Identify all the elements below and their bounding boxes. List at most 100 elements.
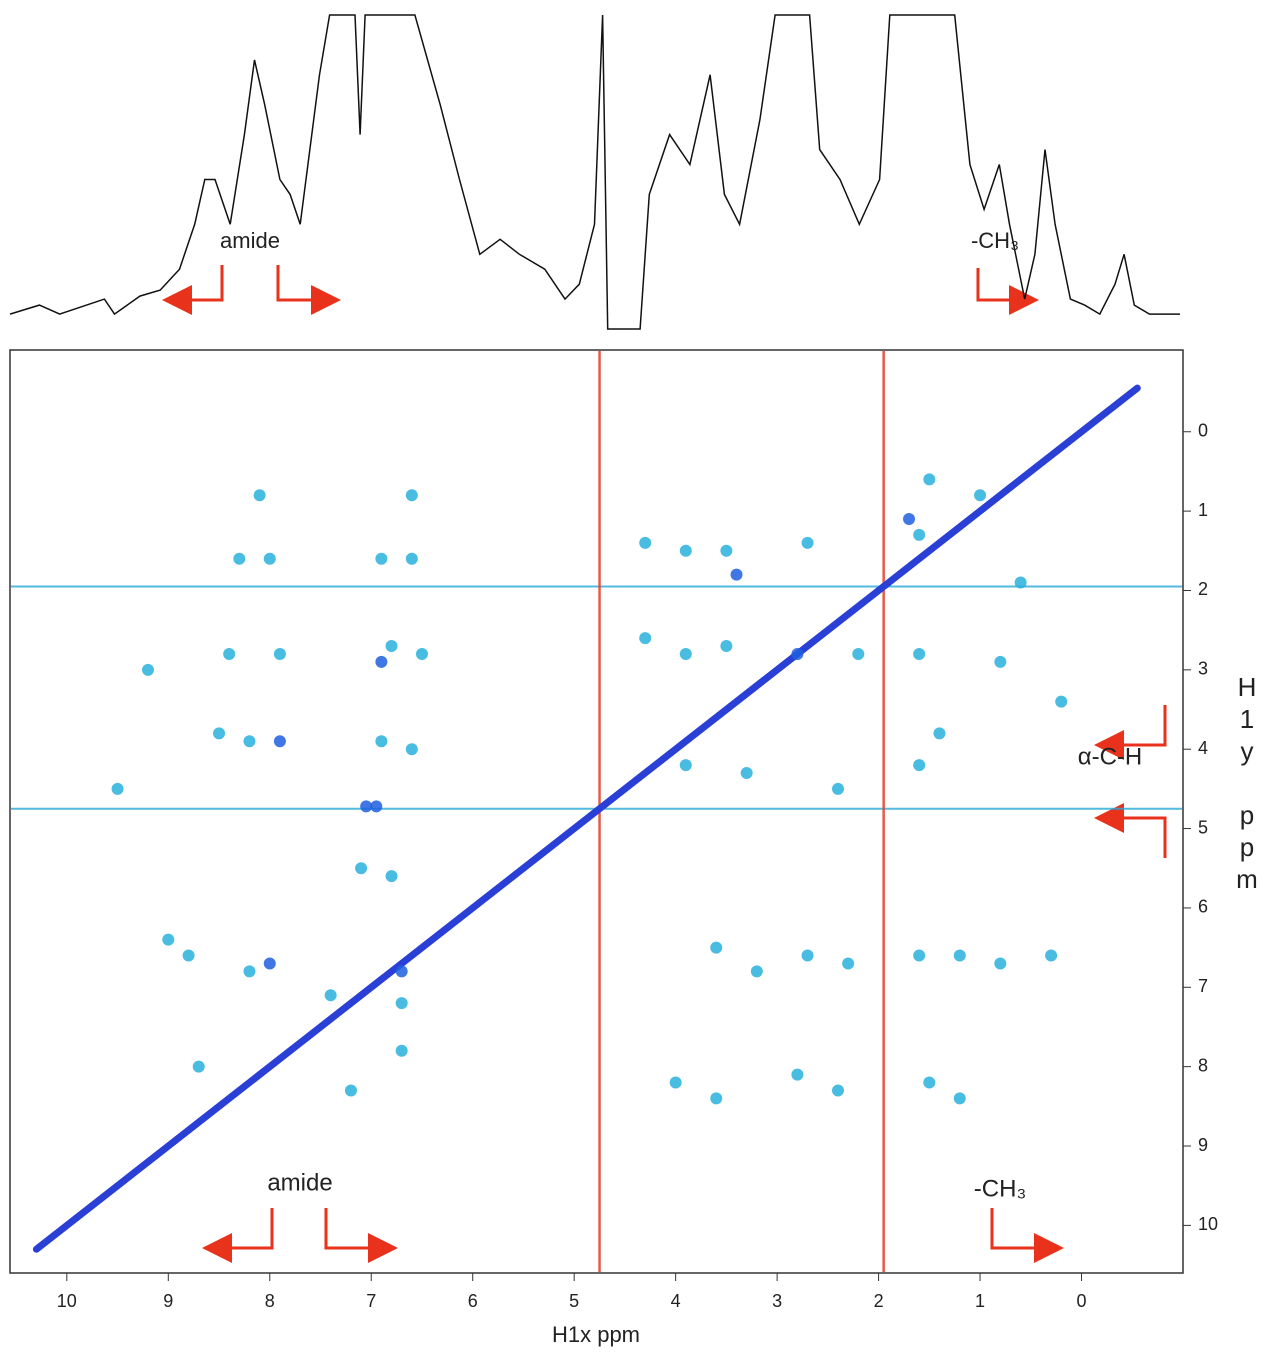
cross-peak [730,568,743,581]
y-tick-label: 5 [1198,817,1208,837]
cross-peak [182,949,195,962]
cross-peak [750,965,763,978]
cross-peak [832,782,844,795]
cross-peak [801,536,814,549]
plot-frame [9,349,1184,1274]
cross-peak [852,647,865,660]
y-tick-label: 9 [1198,1135,1208,1155]
cross-peak [263,552,276,565]
cross-peak [344,1084,357,1097]
cross-peak [111,782,124,795]
cross-peak [395,997,408,1010]
cross-peak [994,655,1007,668]
x-tick-label: 8 [265,1291,275,1311]
cross-peak [913,647,926,660]
cross-peak [974,489,987,502]
cross-peak [405,743,418,756]
cross-peak [710,941,723,954]
cross-peak [791,1068,804,1081]
cross-peak [273,735,286,748]
x-tick-label: 2 [874,1291,884,1311]
spectrum-line [9,14,1180,330]
cross-peak [142,663,154,676]
cross-peak [370,800,383,813]
y-tick-label: 2 [1198,579,1208,599]
cross-peak [395,965,408,978]
x-tick-label: 9 [163,1291,173,1311]
y-tick-label: 4 [1198,738,1208,758]
arrows [162,265,1167,1263]
cross-peak [720,544,733,557]
y-tick-label: 0 [1198,420,1208,440]
x-tick-label: 0 [1077,1291,1087,1311]
cross-peak [923,1076,936,1089]
cross-peak [360,800,373,813]
cross-peak [832,1084,844,1097]
cross-peak [375,655,388,668]
x-tick-label: 10 [57,1291,77,1311]
cross-peak [324,989,337,1002]
cross-peak [801,949,814,962]
annotation: amide [267,1169,332,1196]
cross-peak [679,759,692,772]
x-tick-label: 7 [366,1291,376,1311]
cross-peak [994,957,1007,970]
annotation: -CH₃ [971,228,1019,253]
x-tick-label: 1 [975,1291,985,1311]
y-tick-label: 3 [1198,659,1208,679]
cross-peak [385,640,398,653]
cross-peak [913,949,926,962]
y-tick-label: 1 [1198,500,1208,520]
cross-peak [933,727,946,740]
y-axis-label: H1y ppm [1232,672,1262,896]
diagonal [32,384,1141,1253]
cross-peak [720,640,733,653]
cross-peak [1014,576,1027,589]
cross-peak [273,647,286,660]
cross-peak [679,544,692,557]
annotation: α-C-H [1078,743,1143,770]
y-tick-label: 6 [1198,897,1208,917]
cross-peak [1055,695,1068,708]
annotation: -CH₃ [974,1175,1026,1202]
cross-peak [679,647,692,660]
cross-peak [243,735,256,748]
cross-peak [162,933,175,946]
cross-peak [953,949,966,962]
cross-peak [263,957,276,970]
annotation: amide [220,228,280,253]
cross-peak [405,489,418,502]
y-tick-label: 7 [1198,976,1208,996]
cross-peak [375,735,388,748]
cross-peak [405,552,418,565]
cross-peak [395,1044,408,1057]
cross-peak [192,1060,205,1073]
cross-peak [953,1092,966,1105]
cross-peak [913,759,926,772]
cross-peak [253,489,266,502]
cross-peak [385,870,398,883]
cross-peak [710,1092,723,1105]
x-axis-label: H1x ppm [552,1322,640,1347]
cross-peak [233,552,246,565]
cross-peak [415,647,428,660]
y-tick-label: 8 [1198,1055,1208,1075]
cross-peak [791,647,804,660]
cross-peak [639,632,652,645]
cross-peak [1045,949,1058,962]
cross-peak [213,727,226,740]
cross-peak [669,1076,682,1089]
x-tick-label: 3 [772,1291,782,1311]
cross-peak [355,862,368,875]
cross-peak [842,957,855,970]
x-tick-label: 5 [569,1291,579,1311]
x-tick-label: 6 [468,1291,478,1311]
cross-peak [740,767,753,780]
cross-peak [913,528,926,541]
cross-peak [375,552,388,565]
cross-peak [923,473,936,486]
x-tick-label: 4 [671,1291,681,1311]
cross-peak [639,536,652,549]
